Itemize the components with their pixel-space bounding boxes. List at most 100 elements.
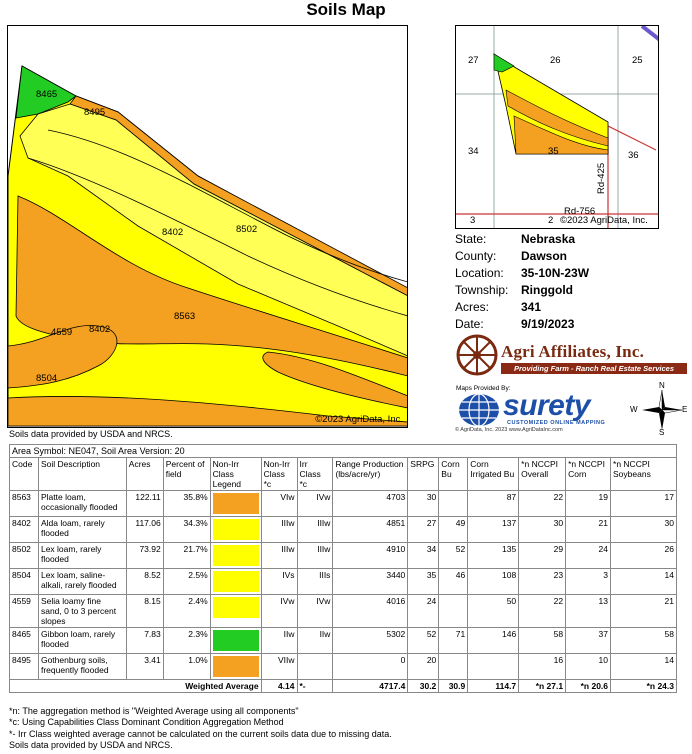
cell-srpg: 34 bbox=[407, 542, 440, 569]
surety-fine-print: © AgriData, Inc. 2023 www.AgriDataInc.co… bbox=[455, 427, 563, 433]
column-header: Non-Irr Class Legend bbox=[209, 457, 262, 491]
wagon-wheel-icon bbox=[456, 334, 498, 376]
column-header: *n NCCPI Corn bbox=[565, 457, 612, 491]
table-row: 8563 Platte loam, occasionally flooded 122… bbox=[9, 490, 677, 517]
legend-swatch bbox=[212, 597, 259, 618]
table-body: 8563 Platte loam, occasionally flooded 122… bbox=[9, 490, 677, 680]
cell-pct: 35.8% bbox=[162, 490, 211, 517]
cell-srpg: 20 bbox=[407, 653, 440, 680]
soil-polygon-8563-lobe bbox=[8, 325, 118, 389]
section-label: 25 bbox=[632, 55, 643, 66]
compass-graphic bbox=[642, 389, 683, 430]
column-header: Corn Bu bbox=[438, 457, 469, 491]
column-header: SRPG bbox=[407, 457, 440, 491]
soils-map-graphic bbox=[8, 65, 407, 427]
cell-range: 0 bbox=[332, 653, 409, 680]
soil-boundary-line bbox=[27, 157, 407, 317]
cell-code: 8504 bbox=[9, 568, 39, 595]
cell-pct: 1.0% bbox=[162, 653, 211, 680]
column-header: Irr Class *c bbox=[296, 457, 334, 491]
map-label: 8504 bbox=[36, 373, 58, 384]
legend-swatch-cell bbox=[209, 653, 262, 680]
column-header: *n NCCPI Overall bbox=[518, 457, 567, 491]
column-header: Soil Description bbox=[37, 457, 127, 491]
cell-corn-irr bbox=[467, 653, 520, 680]
cell-nonirr: IVs bbox=[260, 568, 298, 595]
section-label: 34 bbox=[468, 146, 479, 157]
cell-pct: 21.7% bbox=[162, 542, 211, 569]
cell-soy: 21 bbox=[610, 594, 677, 628]
weighted-average-label: Weighted Average bbox=[9, 679, 262, 693]
cell-corn-irr: 146 bbox=[467, 627, 520, 654]
cell-overall: 58 bbox=[518, 627, 567, 654]
legend-swatch bbox=[212, 519, 259, 540]
weighted-ncorn: *n 20.6 bbox=[565, 679, 612, 693]
cell-soy: 26 bbox=[610, 542, 677, 569]
section-label: 26 bbox=[550, 55, 561, 66]
info-row-state: State: Nebraska bbox=[455, 230, 685, 247]
info-key: Location: bbox=[455, 265, 504, 280]
compass-rose-icon: N S W E bbox=[630, 381, 688, 437]
cell-acres: 7.83 bbox=[125, 627, 164, 654]
road-label: Rd-425 bbox=[596, 162, 607, 194]
cell-overall: 29 bbox=[518, 542, 567, 569]
cell-corn: 71 bbox=[438, 627, 469, 654]
soils-map[interactable]: 8465 8495 8402 8502 8563 4559 8402 8504 … bbox=[7, 25, 408, 428]
cell-nonirr: VIw bbox=[260, 490, 298, 517]
table-row: 8502 Lex loam, rarely flooded 73.92 21.7% II… bbox=[9, 542, 677, 569]
info-key: Date: bbox=[455, 316, 484, 331]
column-header: Non-Irr Class *c bbox=[260, 457, 298, 491]
cell-desc: Lex loam, saline-alkali, rarely flooded bbox=[37, 568, 127, 595]
weighted-soy: *n 24.3 bbox=[610, 679, 677, 693]
cell-srpg: 35 bbox=[407, 568, 440, 595]
cell-corn bbox=[438, 594, 469, 628]
cell-soy: 14 bbox=[610, 568, 677, 595]
cell-nonirr: IIIw bbox=[260, 516, 298, 543]
cell-corn-irr: 87 bbox=[467, 490, 520, 517]
footnote: *- Irr Class weighted average cannot be … bbox=[9, 728, 392, 739]
cell-acres: 117.06 bbox=[125, 516, 164, 543]
map-label: 8563 bbox=[174, 311, 196, 322]
cell-srpg: 27 bbox=[407, 516, 440, 543]
cell-overall: 23 bbox=[518, 568, 567, 595]
cell-soy: 17 bbox=[610, 490, 677, 517]
weighted-corn: 30.9 bbox=[438, 679, 469, 693]
map-label: 8402 bbox=[89, 324, 111, 335]
cell-srpg: 24 bbox=[407, 594, 440, 628]
section-label: 27 bbox=[468, 55, 479, 66]
table-row: 8495 Gothenburg soils, frequently flooded… bbox=[9, 653, 677, 680]
cell-code: 4559 bbox=[9, 594, 39, 628]
info-row-date: Date: 9/19/2023 bbox=[455, 315, 685, 332]
agri-affiliates-logo: Agri Affiliates, Inc. Providing Farm - R… bbox=[455, 333, 687, 377]
cell-acres: 8.52 bbox=[125, 568, 164, 595]
compass-w: W bbox=[630, 405, 638, 414]
cell-irr: IVw bbox=[296, 594, 334, 628]
info-value: Nebraska bbox=[521, 231, 576, 246]
cell-range: 4910 bbox=[332, 542, 409, 569]
cell-corn bbox=[438, 490, 469, 517]
locator-copyright: ©2023 AgriData, Inc. bbox=[560, 215, 648, 226]
cell-acres: 8.15 bbox=[125, 594, 164, 628]
table-row: 8465 Gibbon loam, rarely flooded 7.83 2.3% I… bbox=[9, 627, 677, 654]
info-value: Ringgold bbox=[521, 282, 573, 297]
info-value: Dawson bbox=[521, 248, 568, 263]
legend-swatch-cell bbox=[209, 542, 262, 569]
column-header: Code bbox=[9, 457, 39, 491]
cell-corn: 49 bbox=[438, 516, 469, 543]
column-header: Corn Irrigated Bu bbox=[467, 457, 520, 491]
legend-swatch bbox=[212, 571, 259, 592]
cell-desc: Alda loam, rarely flooded bbox=[37, 516, 127, 543]
cell-acres: 3.41 bbox=[125, 653, 164, 680]
cell-overall: 22 bbox=[518, 490, 567, 517]
area-symbol-row: Area Symbol: NE047, Soil Area Version: 2… bbox=[9, 444, 677, 458]
road-label: Rd-756 bbox=[564, 206, 596, 217]
map-label: 8465 bbox=[36, 89, 58, 100]
locator-map[interactable]: 27 26 25 34 35 36 Rd-425 Rd-756 3 2 ©202… bbox=[455, 25, 659, 229]
map-label: 8502 bbox=[236, 224, 258, 235]
cell-pct: 2.5% bbox=[162, 568, 211, 595]
section-label: 35 bbox=[548, 146, 559, 157]
soils-table: Area Symbol: NE047, Soil Area Version: 2… bbox=[9, 444, 677, 693]
legend-swatch-cell bbox=[209, 627, 262, 654]
cell-overall: 22 bbox=[518, 594, 567, 628]
footnote: *c: Using Capabilities Class Dominant Co… bbox=[9, 717, 284, 728]
